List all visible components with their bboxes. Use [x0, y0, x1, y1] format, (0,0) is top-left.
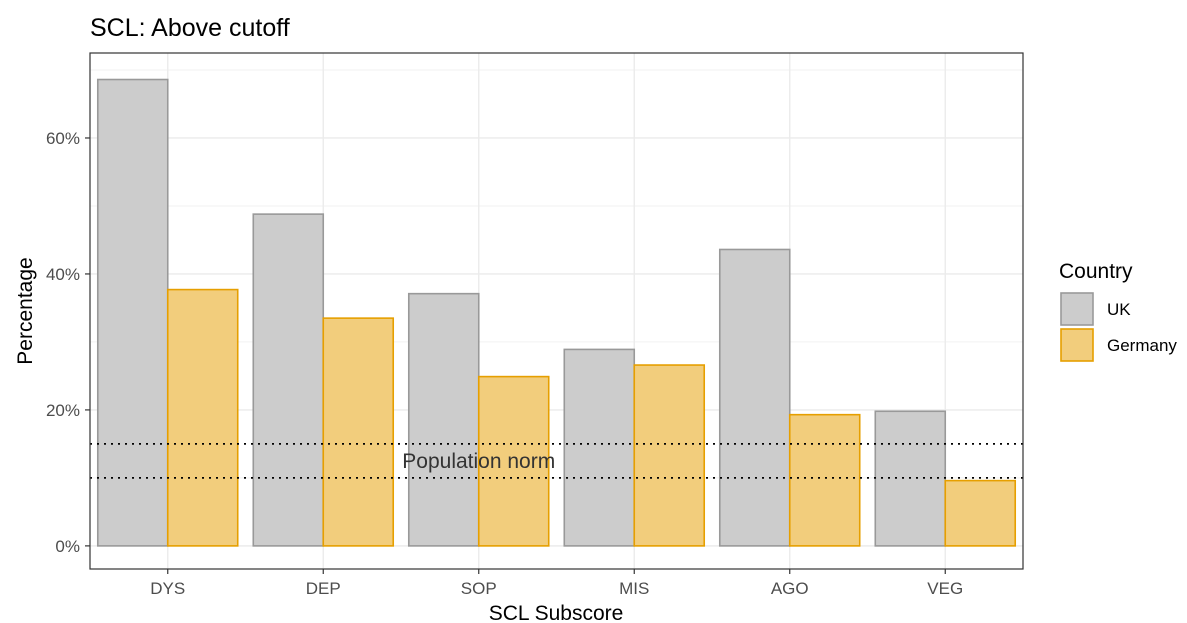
legend: Country UK Germany	[1059, 260, 1177, 362]
bar-germany-ago	[788, 413, 861, 547]
bar-germany-dep	[322, 317, 395, 547]
bar-uk-sop	[407, 292, 480, 547]
y-tick-label: 40%	[46, 265, 80, 284]
bar-uk-dys	[96, 78, 169, 547]
x-tick-label: VEG	[927, 579, 963, 598]
x-tick-label: AGO	[771, 579, 809, 598]
bar-germany-sop	[477, 375, 550, 547]
bar-uk-dep	[252, 213, 325, 547]
x-axis: DYS DEP SOP MIS AGO VEG	[150, 569, 963, 598]
bar-uk-ago	[718, 248, 791, 547]
bar-uk-mis	[563, 348, 636, 547]
bars	[96, 78, 1017, 547]
population-norm-annotation: Population norm	[402, 450, 555, 473]
legend-title: Country	[1059, 260, 1133, 283]
x-axis-title: SCL Subscore	[489, 602, 624, 623]
x-tick-label: SOP	[461, 579, 497, 598]
bar-germany-dys	[166, 288, 239, 547]
bar-germany-veg	[944, 479, 1017, 547]
legend-label-uk: UK	[1107, 300, 1131, 319]
x-tick-label: MIS	[619, 579, 649, 598]
y-tick-label: 20%	[46, 401, 80, 420]
chart-title: SCL: Above cutoff	[90, 14, 290, 42]
y-tick-label: 0%	[55, 537, 80, 556]
x-tick-label: DYS	[150, 579, 185, 598]
legend-key-germany	[1060, 328, 1094, 362]
plot-panel-border	[89, 52, 1024, 570]
y-axis: 0% 20% 40% 60%	[46, 129, 90, 556]
legend-label-germany: Germany	[1107, 336, 1177, 355]
plot-panel-background	[90, 53, 1023, 569]
bar-germany-mis	[633, 364, 706, 547]
legend-key-uk	[1060, 292, 1094, 326]
y-axis-title: Percentage	[14, 257, 37, 364]
x-tick-label: DEP	[306, 579, 341, 598]
population-norm-lines	[90, 443, 1023, 479]
y-tick-label: 60%	[46, 129, 80, 148]
